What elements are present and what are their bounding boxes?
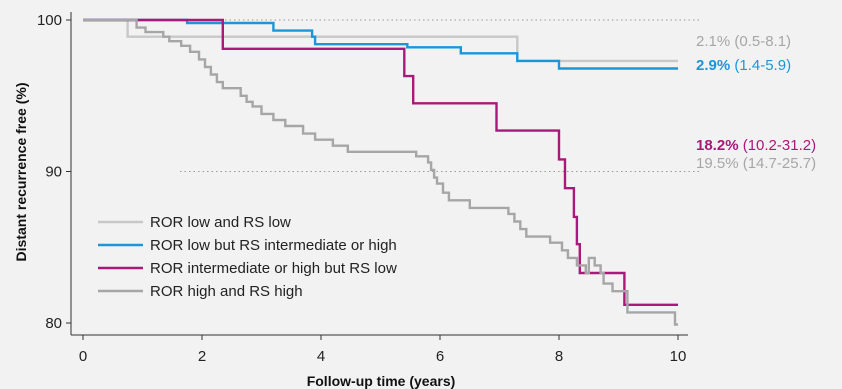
legend-label: ROR low but RS intermediate or high <box>150 237 397 254</box>
x-tick-label: 0 <box>79 348 87 365</box>
y-tick-label: 100 <box>37 12 62 29</box>
x-axis-title: Follow-up time (years) <box>307 373 456 389</box>
legend-label: ROR low and RS low <box>150 214 291 231</box>
x-tick-label: 6 <box>436 348 444 365</box>
legend-label: ROR intermediate or high but RS low <box>150 260 397 277</box>
y-tick-label: 80 <box>45 315 62 332</box>
axes: 80 90 100 0 2 4 6 8 10 <box>37 12 688 365</box>
x-tick-label: 10 <box>670 348 687 365</box>
series-line-3 <box>83 18 678 306</box>
annotation-label: 2.9% (1.4-5.9) <box>696 57 791 74</box>
x-tick-label: 4 <box>317 348 325 365</box>
x-tick-label: 8 <box>555 348 563 365</box>
x-tick-label: 2 <box>198 348 206 365</box>
annotation-label: 2.1% (0.5-8.1) <box>696 33 791 50</box>
gridlines <box>180 19 700 172</box>
y-tick-label: 90 <box>45 164 62 181</box>
legend: ROR low and RS low ROR low but RS interme… <box>98 214 397 300</box>
y-axis-title: Distant recurrence free (%) <box>13 83 29 262</box>
legend-label: ROR high and RS high <box>150 283 303 300</box>
annotation-label: 18.2% (10.2-31.2) <box>696 137 816 154</box>
series-lines <box>83 18 678 326</box>
annotations: 2.1% (0.5-8.1) 2.9% (1.4-5.9) 18.2% (10.2-… <box>696 33 816 172</box>
annotation-label: 19.5% (14.7-25.7) <box>696 155 816 172</box>
series-line-4 <box>83 18 678 326</box>
series-line-2 <box>83 18 678 70</box>
